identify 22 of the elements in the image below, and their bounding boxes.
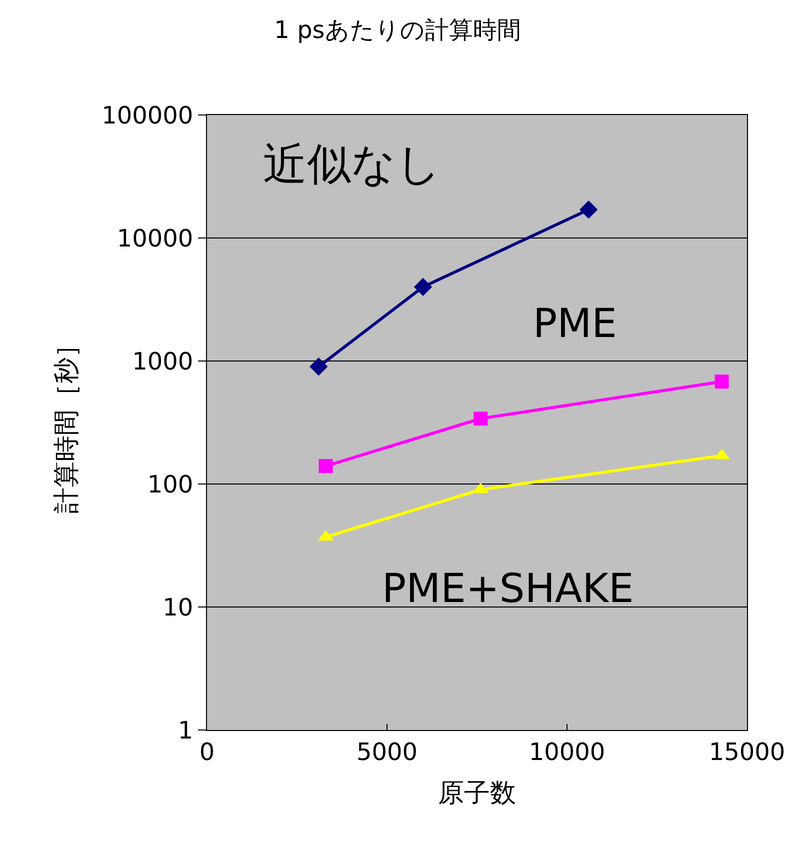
y-tick-label: 1000 (132, 347, 194, 376)
point (310, 358, 328, 376)
x-axis-title: 原子数 (438, 778, 516, 808)
x-tick-label: 15000 (708, 738, 786, 766)
series-label: 近似なし (263, 139, 441, 190)
y-tick-label: 10000 (116, 224, 194, 252)
x-tick-label: 10000 (528, 738, 606, 766)
x-tick-label: 0 (199, 738, 215, 766)
y-tick-label: 100000 (102, 101, 194, 130)
x-tick-label: 5000 (356, 738, 418, 766)
point (714, 374, 729, 389)
y-tick-label: 10 (162, 593, 194, 622)
y-tick-label: 100 (147, 470, 194, 498)
series-label: PME (533, 301, 617, 347)
chart-title: 1 psあたりの計算時間 (274, 16, 521, 44)
point (318, 459, 333, 474)
series-label: PME+SHAKE (382, 566, 634, 612)
point (580, 200, 598, 219)
point (474, 412, 488, 426)
y-tick-label: 1 (178, 716, 194, 744)
point (414, 278, 432, 296)
y-axis-title: 計算時間［秒］ (52, 332, 82, 514)
